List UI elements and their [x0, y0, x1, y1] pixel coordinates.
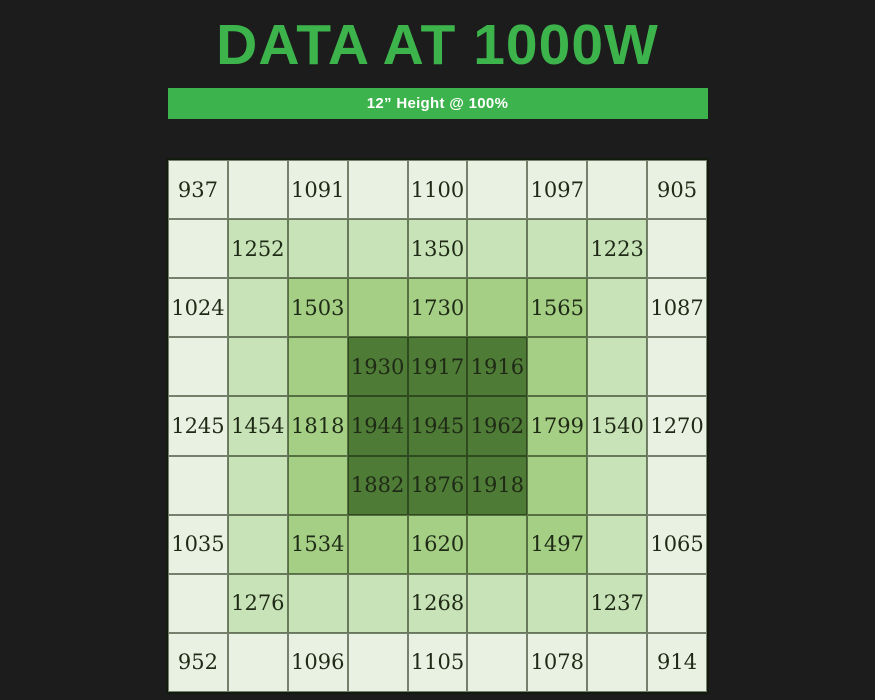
grid-cell	[168, 219, 228, 279]
grid-cell	[168, 455, 228, 515]
grid-cell: 1534	[287, 514, 348, 574]
grid-cell	[467, 632, 528, 692]
grid-cell: 1944	[347, 396, 408, 456]
grid-cell	[647, 573, 707, 633]
grid-cell: 1091	[287, 160, 348, 220]
grid-cell	[647, 219, 707, 279]
grid-cell	[587, 160, 648, 220]
grid-cell	[347, 573, 408, 633]
grid-cell	[347, 160, 408, 220]
grid-cell	[467, 219, 528, 279]
grid-cell: 1916	[467, 337, 528, 397]
grid-cell	[227, 278, 288, 338]
grid-cell: 952	[168, 632, 228, 692]
grid-cell: 1100	[407, 160, 468, 220]
grid-cell: 1918	[467, 455, 528, 515]
grid-cell	[467, 160, 528, 220]
grid-cell: 1097	[527, 160, 588, 220]
grid-cell: 1497	[527, 514, 588, 574]
grid-cell	[227, 337, 288, 397]
grid-cell	[287, 455, 348, 515]
grid-cell	[227, 632, 288, 692]
grid-cell	[227, 514, 288, 574]
grid-cell: 1270	[647, 396, 707, 456]
grid-cell: 1035	[168, 514, 228, 574]
height-banner-label: 12” Height @ 100%	[366, 95, 509, 112]
grid-cell: 1818	[287, 396, 348, 456]
grid-cell: 1245	[168, 396, 228, 456]
grid-cell	[527, 219, 588, 279]
grid-cell	[587, 278, 648, 338]
grid-cell	[587, 455, 648, 515]
grid-cell: 1882	[347, 455, 408, 515]
grid-cell	[347, 514, 408, 574]
grid-cell: 1078	[527, 632, 588, 692]
grid-cell: 1454	[227, 396, 288, 456]
grid-cell: 905	[647, 160, 707, 220]
grid-cell	[527, 455, 588, 515]
grid-cell	[587, 632, 648, 692]
grid-cell: 1620	[407, 514, 468, 574]
grid-cell	[347, 219, 408, 279]
page-title: DATA AT 1000W	[216, 13, 659, 77]
grid-cell: 1105	[407, 632, 468, 692]
grid-cell: 1945	[407, 396, 468, 456]
grid-cell: 1799	[527, 396, 588, 456]
grid-cell: 1237	[587, 573, 648, 633]
grid-cell	[647, 455, 707, 515]
grid-cell: 937	[168, 160, 228, 220]
grid-cell: 1350	[407, 219, 468, 279]
grid-cell	[527, 337, 588, 397]
height-banner: 12” Height @ 100%	[167, 88, 708, 119]
grid-cell	[467, 573, 528, 633]
grid-cell: 1065	[647, 514, 707, 574]
grid-cell: 1565	[527, 278, 588, 338]
grid-cell: 1503	[287, 278, 348, 338]
grid-cell	[347, 632, 408, 692]
grid-cell	[168, 337, 228, 397]
grid-cell	[467, 514, 528, 574]
grid-cell	[227, 455, 288, 515]
grid-cell	[287, 337, 348, 397]
grid-cell: 1268	[407, 573, 468, 633]
grid-cell: 1540	[587, 396, 648, 456]
grid-cell: 1930	[347, 337, 408, 397]
grid-cell	[168, 573, 228, 633]
grid-cell: 1024	[168, 278, 228, 338]
grid-cell	[527, 573, 588, 633]
grid-cell	[287, 573, 348, 633]
grid-cell	[587, 337, 648, 397]
grid-cell: 1087	[647, 278, 707, 338]
ppfd-heatmap-grid: 937 1091 1100 1097 905 1252 1350 1223 1024 1503 17…	[166, 158, 709, 694]
grid-cell: 1096	[287, 632, 348, 692]
grid-cell: 914	[647, 632, 707, 692]
grid-cell	[467, 278, 528, 338]
grid-cell: 1876	[407, 455, 468, 515]
grid-cell	[347, 278, 408, 338]
grid-cell	[587, 514, 648, 574]
grid-cell: 1223	[587, 219, 648, 279]
grid-cell: 1917	[407, 337, 468, 397]
grid-cell: 1730	[407, 278, 468, 338]
grid-cell	[287, 219, 348, 279]
grid-cell	[647, 337, 707, 397]
grid-cell	[227, 160, 288, 220]
grid-cell: 1276	[227, 573, 288, 633]
grid-cell: 1252	[227, 219, 288, 279]
grid-cell: 1962	[467, 396, 528, 456]
